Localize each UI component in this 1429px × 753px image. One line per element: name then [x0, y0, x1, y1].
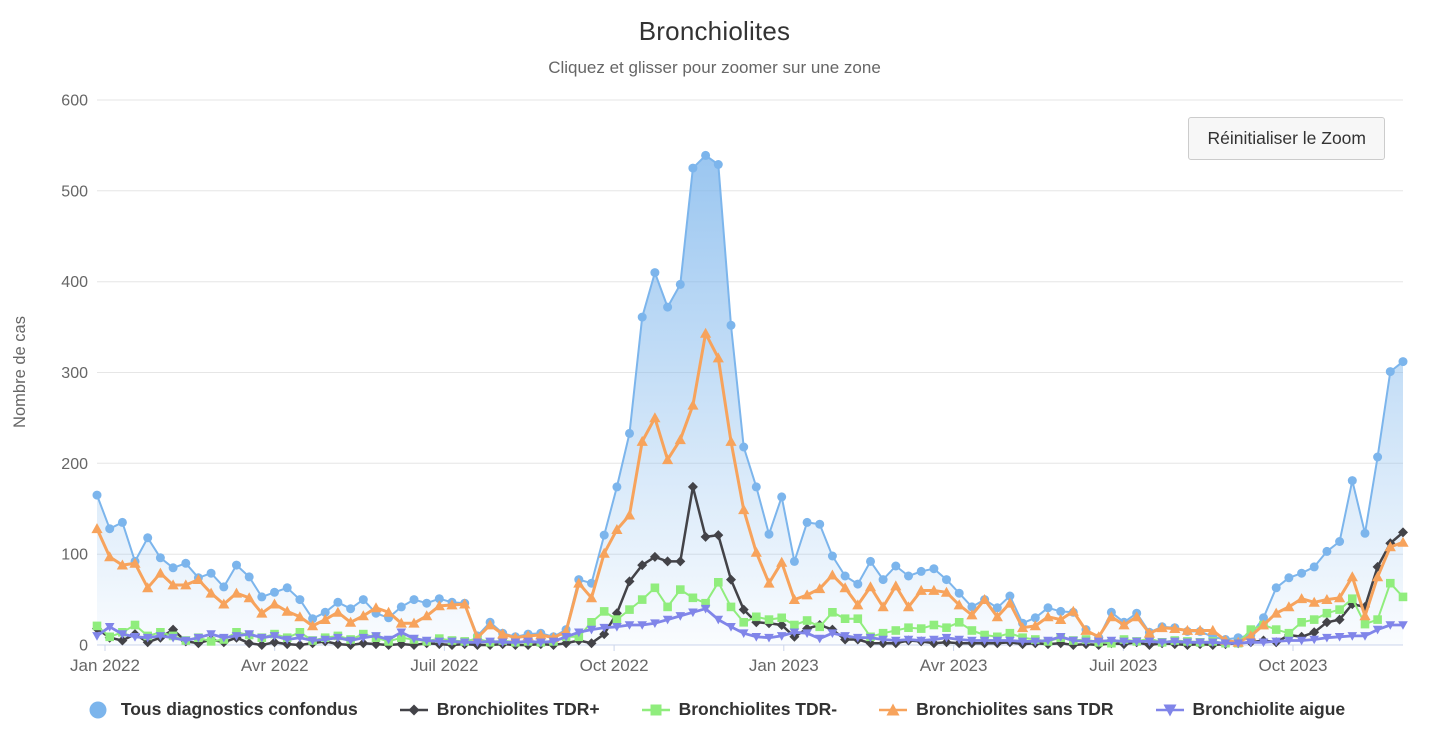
svg-text:100: 100 — [61, 547, 88, 564]
svg-text:Juil 2022: Juil 2022 — [410, 656, 478, 675]
svg-text:Jan 2023: Jan 2023 — [749, 656, 819, 675]
legend-item-3[interactable]: Bronchiolites sans TDR — [879, 699, 1114, 720]
chart-plot-area[interactable]: 0 100 200 300 400 500 600 Jan 2022 Avr 2022 Juil … — [0, 0, 1429, 695]
reset-zoom-button[interactable]: Réinitialiser le Zoom — [1188, 117, 1385, 160]
legend-marker-diamond-icon — [399, 704, 428, 715]
svg-text:Oct 2022: Oct 2022 — [580, 656, 649, 675]
legend-marker-square-icon — [641, 704, 670, 715]
svg-text:300: 300 — [61, 365, 88, 382]
legend-item-4[interactable]: Bronchiolite aigue — [1155, 699, 1346, 720]
legend-item-label: Bronchiolites TDR+ — [436, 699, 600, 719]
svg-text:Avr 2023: Avr 2023 — [920, 656, 988, 675]
y-axis-title: Nombre de cas — [11, 316, 29, 428]
chart-subtitle: Cliquez et glisser pour zoomer sur une z… — [548, 58, 881, 77]
legend-marker-triangle-up-icon — [879, 703, 908, 715]
svg-text:Jan 2022: Jan 2022 — [70, 656, 140, 675]
series-triangle-up[interactable] — [91, 327, 1409, 647]
svg-text:500: 500 — [61, 183, 88, 200]
svg-text:0: 0 — [79, 638, 88, 655]
legend-item-label: Bronchiolite aigue — [1192, 699, 1346, 719]
legend-item-1[interactable]: Bronchiolites TDR+ — [399, 699, 600, 720]
x-axis-labels: Jan 2022 Avr 2022 Juil 2022 Oct 2022 Jan 202… — [70, 645, 1328, 675]
series-triangle-down[interactable] — [92, 604, 1408, 648]
svg-text:200: 200 — [61, 456, 88, 473]
legend-item-0[interactable]: Tous diagnostics confondus — [84, 699, 358, 720]
chart-title: Bronchiolites — [638, 16, 791, 46]
legend-marker-circle-icon — [89, 701, 107, 718]
svg-text:Juil 2023: Juil 2023 — [1089, 656, 1157, 675]
legend-item-label: Tous diagnostics confondus — [120, 699, 358, 719]
legend-marker-triangle-down-icon — [1155, 704, 1184, 716]
y-gridlines — [97, 99, 1403, 646]
svg-text:Oct 2023: Oct 2023 — [1259, 656, 1328, 675]
legend-item-label: Bronchiolites sans TDR — [916, 699, 1114, 719]
legend: Tous diagnostics confondus Bronchiolites … — [0, 699, 1429, 720]
y-axis-labels: 0 100 200 300 400 500 600 — [61, 93, 88, 655]
svg-text:Avr 2022: Avr 2022 — [241, 656, 309, 675]
svg-text:400: 400 — [61, 274, 88, 291]
svg-text:600: 600 — [61, 93, 88, 110]
legend-item-label: Bronchiolites TDR- — [678, 699, 838, 719]
legend-item-2[interactable]: Bronchiolites TDR- — [641, 699, 838, 720]
